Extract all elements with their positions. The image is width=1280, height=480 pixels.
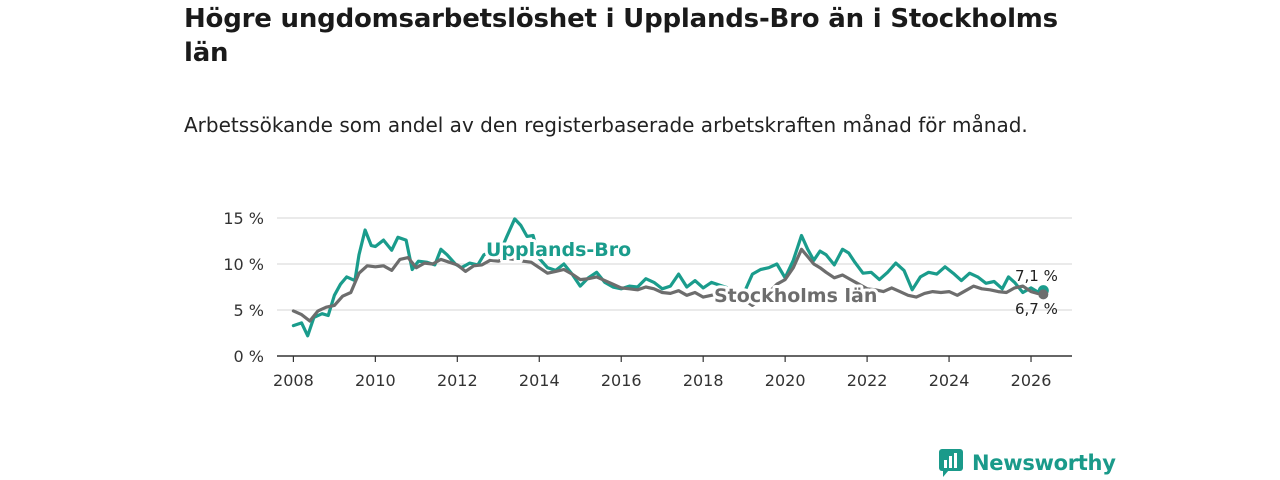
x-tick-label: 2022 — [847, 371, 888, 390]
y-tick-label: 0 % — [234, 347, 264, 366]
x-tick-label: 2024 — [929, 371, 970, 390]
y-tick-label: 10 % — [223, 255, 264, 274]
x-tick-label: 2010 — [355, 371, 396, 390]
brand-logo[interactable]: Newsworthy — [938, 448, 1116, 478]
series-label-upplands-bro: Upplands-Bro — [486, 239, 631, 261]
y-tick-label: 15 % — [223, 209, 264, 228]
end-value-label-upplands-bro: 7,1 % — [1015, 267, 1058, 285]
x-tick-label: 2026 — [1011, 371, 1052, 390]
line-chart: 0 % 5 % 10 % 15 % 2008 2010 2012 2014 2016 2018 20… — [223, 209, 1072, 390]
x-tick-label: 2016 — [601, 371, 642, 390]
x-tick-label: 2018 — [683, 371, 724, 390]
series-line-stockholms-lan — [291, 247, 1045, 323]
chart-subtitle: Arbetssökande som andel av den registerb… — [184, 113, 1028, 137]
end-dot-stockholms-lan — [1038, 289, 1049, 300]
chart-title: Högre ungdomsarbetslöshet i Upplands-Bro… — [184, 4, 1058, 68]
x-tick-label: 2008 — [273, 371, 314, 390]
end-value-label-stockholms-lan: 6,7 % — [1015, 300, 1058, 318]
x-tick-label: 2020 — [765, 371, 806, 390]
bar-chart-speech-bubble-icon — [939, 449, 963, 477]
series-line-upplands-bro — [291, 217, 1045, 338]
x-tick-label: 2012 — [437, 371, 478, 390]
y-tick-label: 5 % — [234, 301, 264, 320]
series-label-stockholms-lan: Stockholms län — [714, 285, 877, 307]
brand-name: Newsworthy — [972, 451, 1116, 475]
x-tick-label: 2014 — [519, 371, 560, 390]
